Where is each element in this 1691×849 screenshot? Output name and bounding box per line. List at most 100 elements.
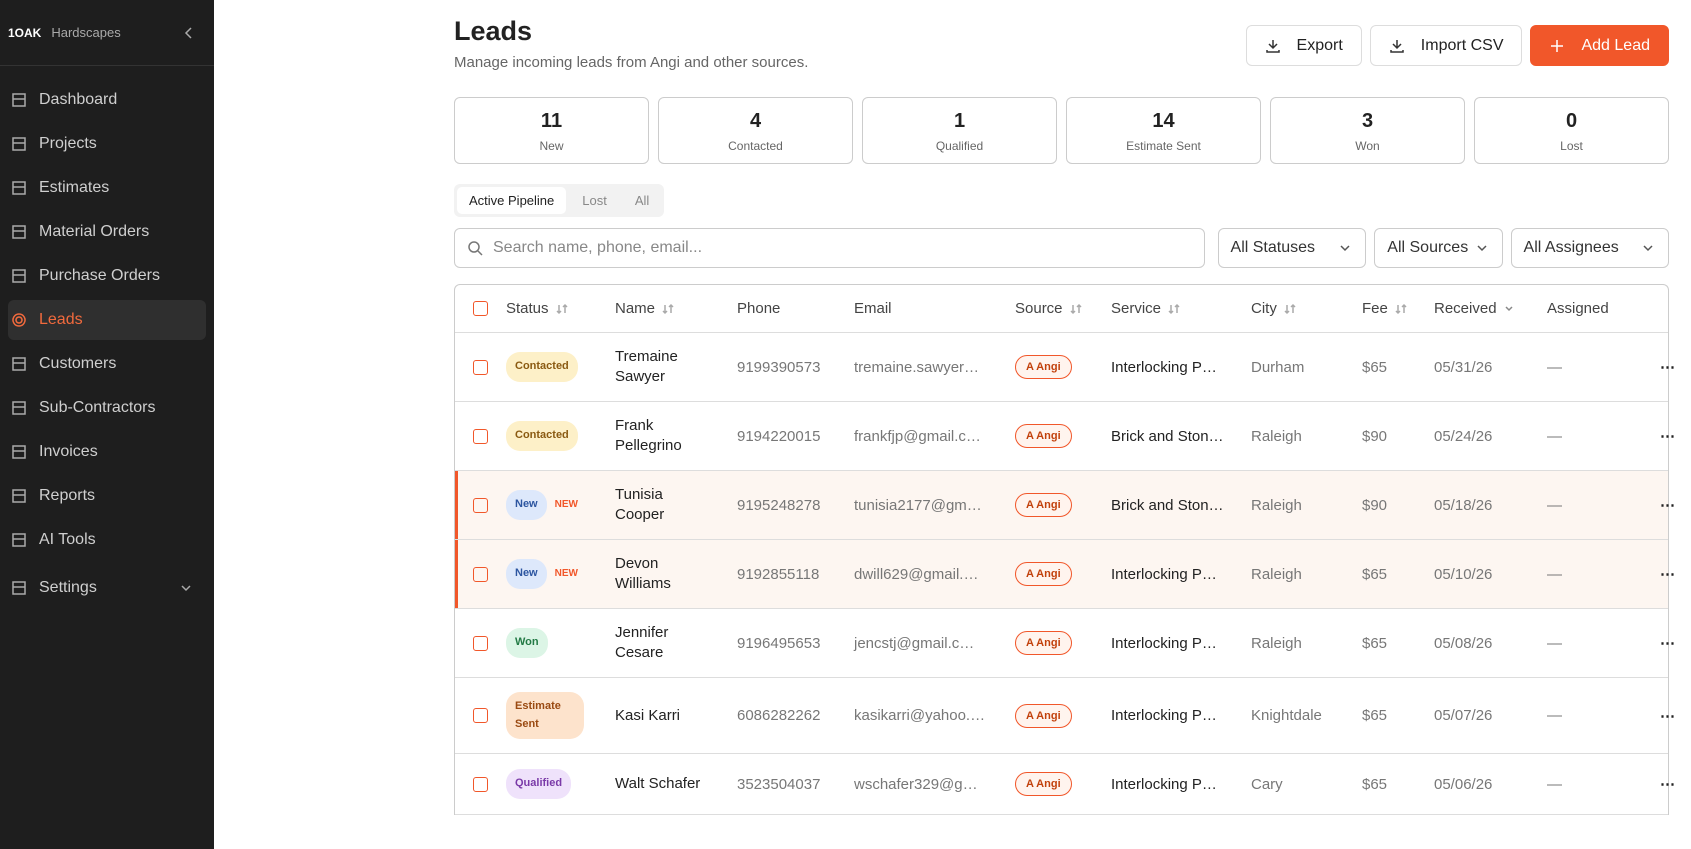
- stat-card[interactable]: 11 New: [454, 97, 649, 164]
- tab[interactable]: Lost: [582, 193, 607, 208]
- nav-item[interactable]: Invoices: [8, 432, 206, 472]
- column-label: Email: [854, 300, 892, 317]
- table-row[interactable]: New NEW Tunisia Cooper 9195248278 tunisia217…: [455, 471, 1675, 540]
- nav-item[interactable]: Purchase Orders: [8, 256, 206, 296]
- column-header[interactable]: Source: [1015, 300, 1111, 317]
- new-badge: NEW: [554, 568, 578, 580]
- select-all-checkbox[interactable]: [473, 301, 488, 316]
- status-cell: Won: [506, 628, 615, 658]
- row-menu[interactable]: ⋯: [1660, 707, 1676, 725]
- stat-card[interactable]: 14 Estimate Sent: [1066, 97, 1261, 164]
- filter-dropdown[interactable]: All Assignees: [1510, 228, 1669, 268]
- nav-item[interactable]: Projects: [8, 124, 206, 164]
- new-badge: NEW: [554, 499, 578, 511]
- stat-card[interactable]: 4 Contacted: [658, 97, 853, 164]
- row-checkbox[interactable]: [473, 359, 488, 375]
- row-menu[interactable]: ⋯: [1660, 359, 1676, 376]
- row-checkbox[interactable]: [473, 708, 488, 724]
- header-button[interactable]: Export: [1245, 25, 1362, 66]
- icon: [1477, 245, 1487, 252]
- row-menu[interactable]: ⋯: [1660, 566, 1676, 583]
- tab[interactable]: Active Pipeline: [457, 187, 567, 214]
- table-row[interactable]: Contacted Tremaine Sawyer 9199390573 tremai…: [455, 333, 1675, 402]
- search-icon: [468, 241, 483, 256]
- table-row[interactable]: New NEW Devon Williams 9192855118 dwill629@g…: [455, 540, 1675, 609]
- email-cell: tunisia2177@gm…: [854, 496, 982, 514]
- cell: [455, 566, 506, 582]
- city-cell: Raleigh: [1251, 565, 1302, 583]
- header-button[interactable]: Import CSV: [1369, 25, 1523, 66]
- nav-item[interactable]: AI Tools: [8, 520, 206, 560]
- row-menu[interactable]: ⋯: [1660, 497, 1676, 514]
- received-cell: 05/31/26: [1434, 358, 1493, 376]
- column-label: Fee: [1362, 300, 1388, 317]
- filter-dropdown[interactable]: All Statuses: [1217, 228, 1367, 268]
- brand-logo: 1OAK: [8, 25, 42, 40]
- stat-card[interactable]: 1 Qualified: [862, 97, 1057, 164]
- brand-name: Hardscapes: [51, 25, 121, 40]
- source-cell: A Angi: [1015, 562, 1111, 586]
- nav-item[interactable]: Dashboard: [8, 80, 206, 120]
- source-badge: A Angi: [1015, 355, 1072, 379]
- nav-label: AI Tools: [39, 531, 96, 548]
- fee-cell: $65: [1362, 634, 1388, 652]
- table-row[interactable]: Qualified Walt Schafer 3523504037 wschafer3…: [455, 754, 1675, 816]
- nav-label: Estimates: [39, 179, 110, 196]
- nav-item[interactable]: Sub-Contractors: [8, 388, 206, 428]
- fee-cell: $65: [1362, 775, 1388, 793]
- row-checkbox[interactable]: [473, 776, 488, 792]
- table-row[interactable]: Won Jennifer Cesare 9196495653 jencstj@gmai…: [455, 609, 1675, 678]
- service-cell: Interlocking P…: [1111, 775, 1217, 793]
- search-box[interactable]: Search name, phone, email...: [454, 228, 1205, 268]
- collapse-button[interactable]: [184, 26, 194, 39]
- city-cell: Knightdale: [1251, 707, 1322, 725]
- stat-label: Qualified: [935, 139, 984, 153]
- cell: [455, 359, 506, 375]
- status-badge: Estimate Sent: [506, 692, 584, 740]
- column-header[interactable]: City: [1251, 300, 1362, 317]
- city-cell: Raleigh: [1251, 496, 1302, 514]
- service-cell: Brick and Ston…: [1111, 496, 1224, 514]
- table-row[interactable]: Contacted Frank Pellegrino 9194220015 frank…: [455, 402, 1675, 471]
- status-badge: Contacted: [506, 421, 578, 451]
- nav-item[interactable]: Settings: [8, 568, 206, 608]
- column-header: Assigned: [1547, 300, 1660, 317]
- tabs: Active Pipeline Lost All: [454, 184, 665, 217]
- column-header[interactable]: Status: [506, 300, 615, 317]
- nav-label: Projects: [39, 135, 97, 152]
- icon: [12, 181, 26, 195]
- row-checkbox[interactable]: [473, 566, 488, 582]
- table-row[interactable]: Estimate Sent Kasi Karri 6086282262 kasikar…: [455, 678, 1675, 755]
- column-header[interactable]: Name: [615, 300, 737, 317]
- nav-item[interactable]: Material Orders: [8, 212, 206, 252]
- stat-card[interactable]: 3 Won: [1270, 97, 1465, 164]
- row-checkbox[interactable]: [473, 497, 488, 513]
- row-checkbox[interactable]: [473, 428, 488, 444]
- column-label: City: [1251, 300, 1277, 317]
- filter-dropdown[interactable]: All Sources: [1374, 228, 1503, 268]
- column-header: Phone: [737, 300, 854, 317]
- service-cell: Interlocking P…: [1111, 565, 1217, 583]
- icon: [12, 313, 26, 327]
- tab[interactable]: All: [634, 193, 650, 208]
- phone-cell: 9194220015: [737, 427, 821, 445]
- row-checkbox[interactable]: [473, 635, 488, 651]
- nav-item[interactable]: Leads: [8, 300, 206, 340]
- column-header[interactable]: Received: [1434, 300, 1547, 317]
- column-header[interactable]: Service: [1111, 300, 1251, 317]
- row-menu[interactable]: ⋯: [1660, 776, 1676, 794]
- row-menu[interactable]: ⋯: [1660, 428, 1676, 445]
- stat-card[interactable]: 0 Lost: [1474, 97, 1669, 164]
- column-header[interactable]: Fee: [1362, 300, 1434, 317]
- page-subtitle: Manage incoming leads from Angi and othe…: [454, 54, 809, 71]
- fee-cell: $90: [1362, 427, 1388, 445]
- nav-item[interactable]: Estimates: [8, 168, 206, 208]
- icon: [1643, 245, 1653, 252]
- source-cell: A Angi: [1015, 355, 1111, 379]
- header-button[interactable]: Add Lead: [1530, 25, 1669, 66]
- icon: [12, 93, 26, 107]
- status-badge: Contacted: [506, 352, 578, 382]
- row-menu[interactable]: ⋯: [1660, 635, 1676, 652]
- nav-item[interactable]: Reports: [8, 476, 206, 516]
- nav-item[interactable]: Customers: [8, 344, 206, 384]
